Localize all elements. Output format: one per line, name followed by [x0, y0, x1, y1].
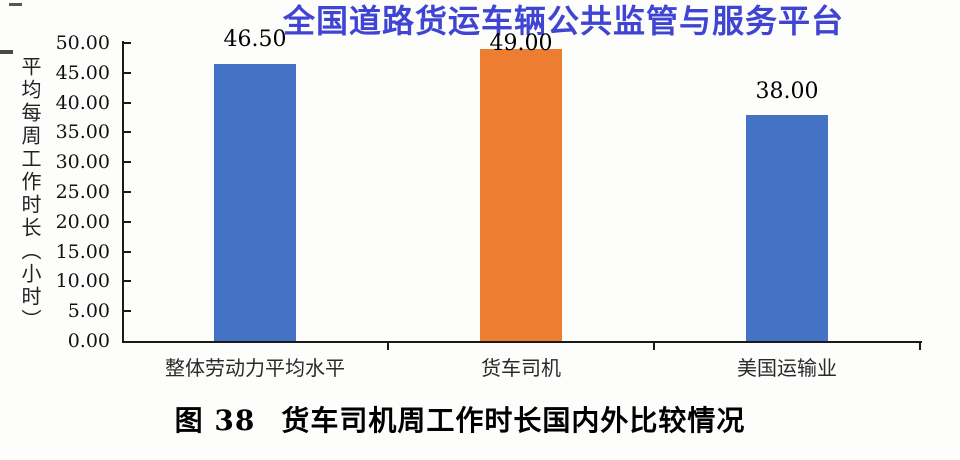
y-tick-label: 50.00: [55, 32, 110, 54]
y-tick-mark: [124, 191, 131, 193]
figure-number: 图 38: [174, 404, 256, 437]
bar-chart: 平均每周工作时长（小时） 50.00 45.00 40.00 35.00 30.00 25…: [18, 27, 922, 380]
x-tick-mark: [387, 341, 389, 350]
bar-value-label: 46.50: [223, 27, 287, 52]
bar: [746, 115, 828, 341]
y-tick-label: 35.00: [55, 121, 110, 144]
y-tick-mark: [124, 131, 131, 134]
y-tick-label: 20.00: [55, 210, 110, 233]
x-tick-mark: [653, 341, 655, 350]
y-axis-line: [122, 41, 124, 343]
watermark-title: 全国道路货运车辆公共监管与服务平台: [283, 3, 845, 39]
y-tick-mark: [124, 161, 131, 164]
y-tick-label: 10.00: [55, 270, 110, 293]
y-tick-label: 5.00: [67, 300, 110, 323]
x-tick-mark: [919, 341, 921, 350]
y-tick-label: 15.00: [55, 240, 110, 263]
bar: [214, 64, 296, 341]
y-tick-mark: [124, 42, 131, 44]
y-tick-mark: [124, 310, 131, 313]
y-tick-mark: [124, 280, 131, 283]
y-tick-mark: [124, 220, 131, 223]
bar-value-label: 49.00: [489, 31, 553, 56]
figure-caption: 图 38 货车司机周工作时长国内外比较情况: [175, 403, 746, 439]
stray-mark: [9, 3, 22, 6]
bar-value-label: 38.00: [755, 79, 819, 104]
y-tick-mark: [124, 250, 131, 253]
x-category-label: 整体劳动力平均水平: [165, 356, 345, 380]
y-tick-label: 45.00: [55, 61, 110, 84]
y-tick-label: 25.00: [55, 181, 110, 203]
x-category-label: 货车司机: [481, 356, 561, 380]
y-tick-mark: [124, 101, 131, 104]
y-tick-label: 40.00: [55, 91, 110, 114]
y-tick-mark: [124, 71, 131, 74]
figure-title: 货车司机周工作时长国内外比较情况: [281, 404, 746, 437]
x-axis-line: [122, 341, 922, 343]
bar: [480, 49, 562, 341]
stray-mark: [0, 50, 13, 54]
y-axis-title: 平均每周工作时长（小时）: [18, 56, 42, 332]
x-category-label: 美国运输业: [737, 356, 837, 380]
y-tick-label: 0.00: [67, 330, 110, 352]
y-tick-label: 30.00: [55, 151, 110, 174]
